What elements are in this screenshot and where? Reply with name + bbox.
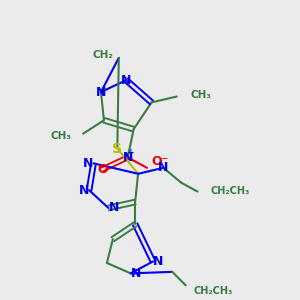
Text: N: N: [108, 202, 119, 214]
Text: N: N: [131, 267, 141, 280]
Text: S: S: [112, 142, 122, 155]
Text: CH₂CH₃: CH₂CH₃: [193, 286, 232, 296]
Text: N: N: [158, 161, 169, 174]
Text: CH₃: CH₃: [51, 131, 72, 141]
Text: N: N: [122, 151, 133, 164]
Text: CH₃: CH₃: [190, 90, 211, 100]
Text: N: N: [96, 85, 106, 98]
Text: O⁻: O⁻: [152, 155, 169, 168]
Text: +: +: [128, 148, 135, 157]
Text: N: N: [79, 184, 89, 196]
Text: N: N: [153, 255, 163, 268]
Text: N: N: [83, 157, 94, 170]
Text: CH₂CH₃: CH₂CH₃: [210, 186, 249, 196]
Text: N: N: [121, 74, 131, 87]
Text: O: O: [97, 163, 108, 176]
Text: CH₂: CH₂: [93, 50, 113, 61]
